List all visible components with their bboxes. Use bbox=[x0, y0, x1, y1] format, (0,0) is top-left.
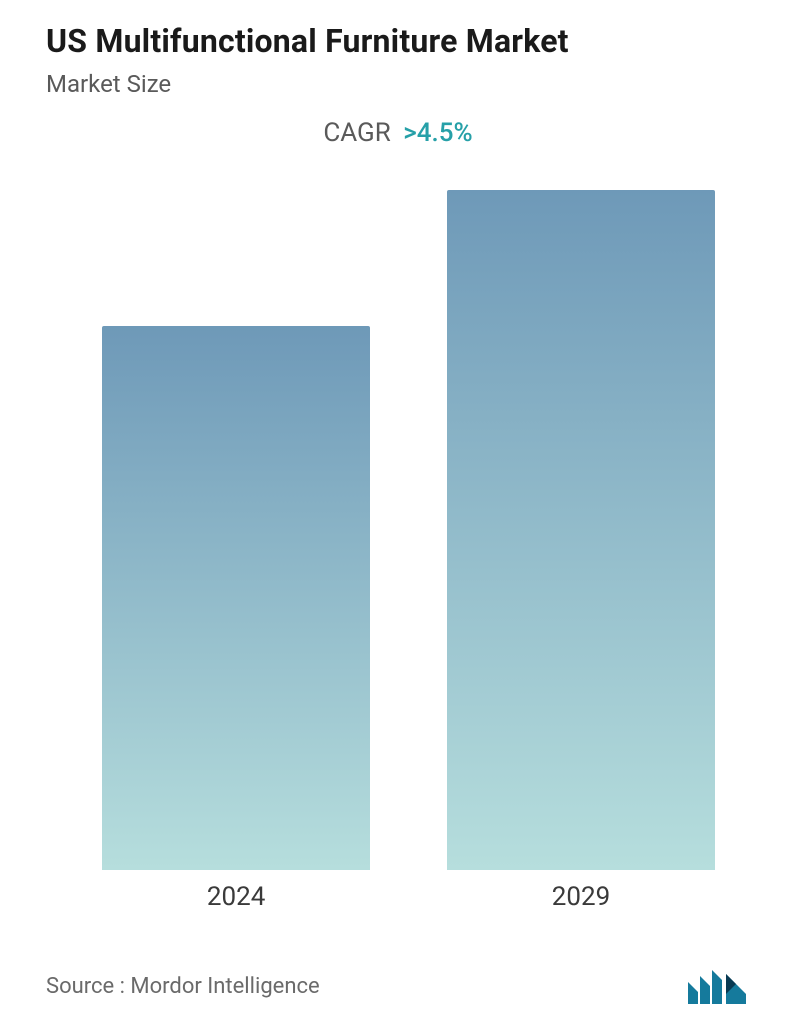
source-text: Source : Mordor Intelligence bbox=[46, 974, 320, 999]
cagr-line: CAGR >4.5% bbox=[0, 118, 796, 148]
x-axis-labels: 2024 2029 bbox=[46, 870, 750, 910]
bar-2024 bbox=[102, 326, 370, 870]
chart-container: US Multifunctional Furniture Market Mark… bbox=[0, 0, 796, 1034]
bars-region bbox=[46, 190, 750, 870]
cagr-label: CAGR bbox=[323, 118, 390, 148]
chart-title: US Multifunctional Furniture Market bbox=[46, 22, 569, 60]
x-label-2024: 2024 bbox=[207, 882, 265, 912]
brand-logo-icon bbox=[686, 966, 750, 1006]
chart-subtitle: Market Size bbox=[46, 70, 171, 98]
cagr-value: >4.5% bbox=[403, 118, 472, 148]
x-label-2029: 2029 bbox=[552, 882, 610, 912]
chart-footer: Source : Mordor Intelligence bbox=[46, 966, 750, 1006]
chart-area: 2024 2029 bbox=[46, 190, 750, 910]
bar-2029 bbox=[447, 190, 715, 870]
